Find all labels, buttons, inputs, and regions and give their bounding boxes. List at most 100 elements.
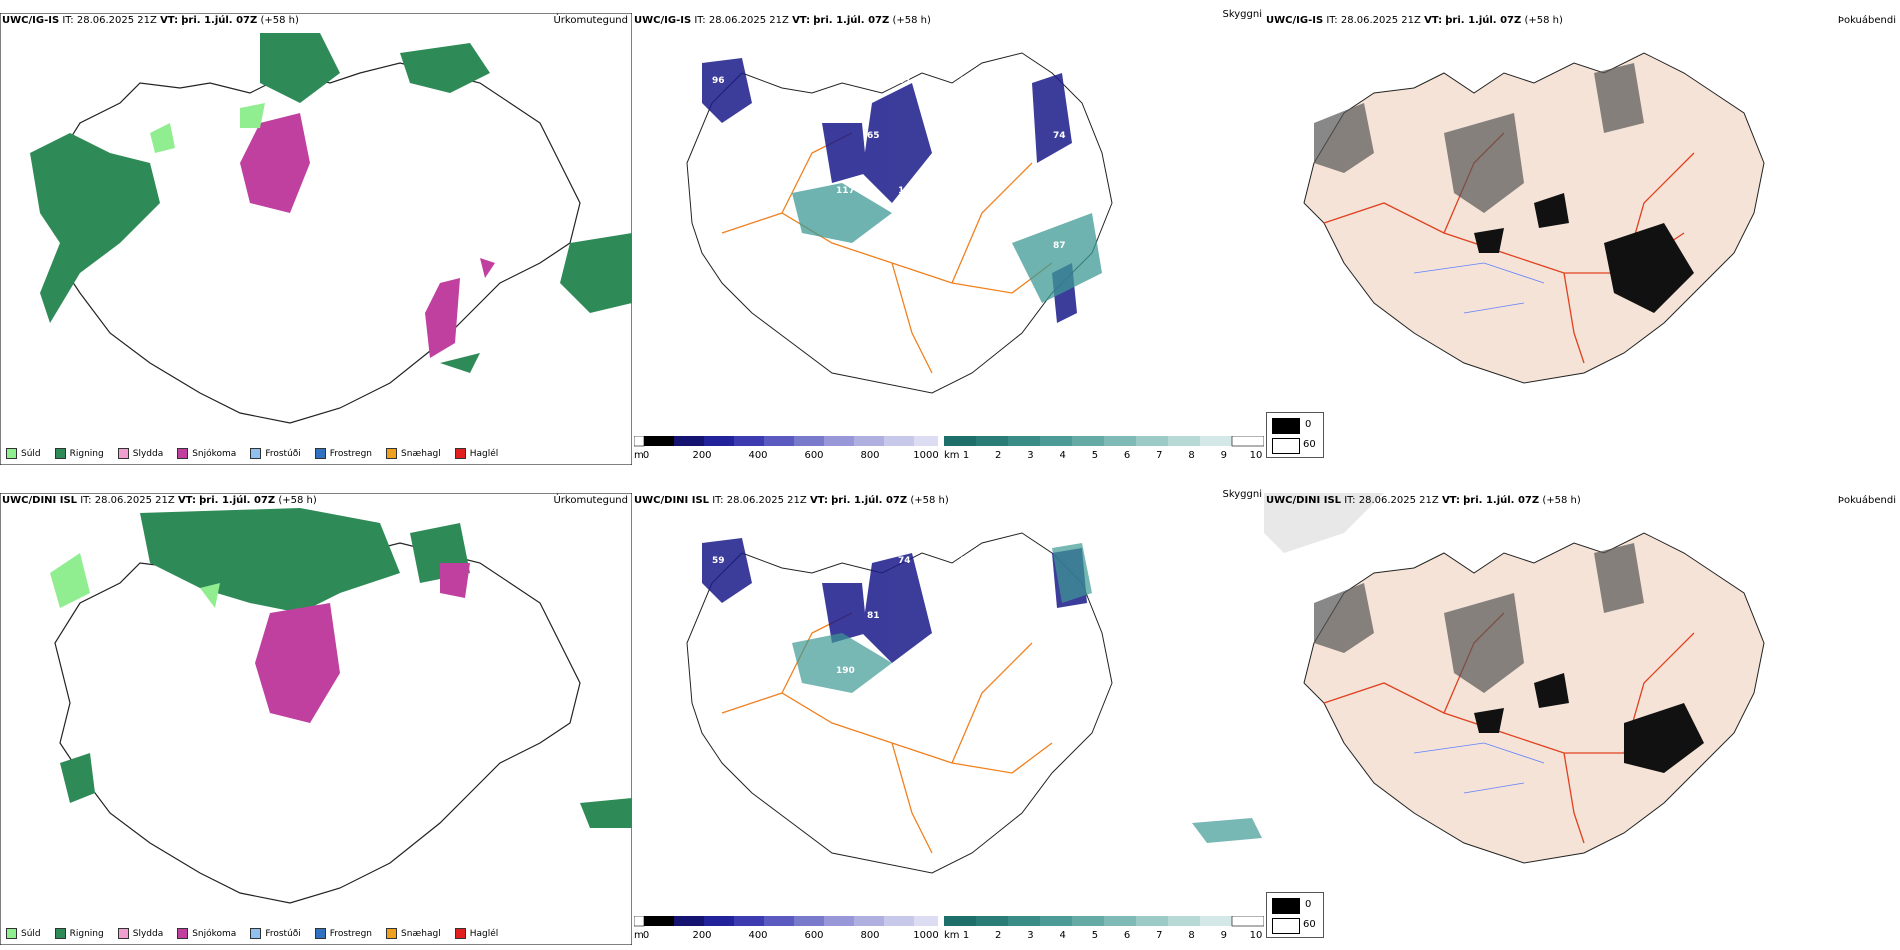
panel-visibility-top: 96 66 50 63 94 79 96 108 65 76 78 74 80 165 117 115 119 8… [632, 9, 1264, 466]
fog-legend-swatch [1272, 438, 1300, 454]
visibility-value-label: 115 [898, 186, 917, 196]
precip-legend-item: Haglél [454, 448, 499, 459]
colorbar-tick-label: 10 [1249, 450, 1263, 461]
precip-legend-swatch [314, 448, 326, 459]
panel-precip-type-top: UWC/IG-IS IT: 28.06.2025 21Z VT: þri. 1.… [0, 13, 632, 465]
precip-legend-label: Snæhagl [401, 448, 441, 459]
precip-legend-item: Frostúði [250, 448, 301, 459]
visibility-value-label: 89 [1022, 186, 1035, 196]
colorbar-tick-label: 1 [962, 930, 970, 941]
panel-fog-top: UWC/IG-IS IT: 28.06.2025 21Z VT: þri. 1.… [1264, 13, 1900, 465]
panel-visibility-bottom: 59 74 84 74 126 151 58 79 81 84 67 93 94 75 190 83 108 15… [632, 489, 1264, 946]
visibility-unit: km [944, 930, 960, 941]
fog-legend-swatch [1272, 418, 1300, 434]
visibility-value-label: 79 [805, 611, 818, 621]
precip-legend-item: Haglél [454, 928, 498, 939]
visibility-value-label: 65 [867, 131, 880, 141]
precip-legend: Súld Rigning Slydda Snjókoma Frostúði Frostre… [6, 448, 498, 459]
precip-legend-item: Snæhagl [386, 928, 441, 939]
panel-title: Skyggni [1222, 489, 1262, 500]
visibility-value-label: 76 [929, 131, 942, 141]
precip-legend-swatch [117, 448, 129, 459]
colorbar-tick-label: 3 [1027, 450, 1034, 461]
precip-legend-label: Slydda [132, 448, 164, 459]
visibility-value-label: 63 [898, 76, 911, 86]
fog-legend-swatch [1272, 898, 1300, 914]
panel-header: UWC/IG-IS IT: 28.06.2025 21Z VT: þri. 1.… [2, 15, 299, 26]
precip-legend-item: Snjókoma [177, 928, 236, 939]
visibility-value-label: 190 [836, 666, 855, 676]
panel-title: Úrkomutegund [553, 15, 628, 26]
cloud-base-unit: m [634, 930, 644, 941]
panel-header: UWC/DINI ISL IT: 28.06.2025 21Z VT: þri.… [2, 495, 317, 506]
precip-legend-item: Rigning [54, 448, 104, 459]
visibility-value-label: 80 [712, 186, 725, 196]
fog-legend-label: 0 [1305, 899, 1312, 910]
panel-title: Þokuábendi [1837, 15, 1896, 26]
visibility-value-label: 151 [1022, 556, 1041, 566]
precip-legend-swatch [386, 448, 398, 459]
precip-legend-label: Súld [21, 448, 41, 459]
precip-legend-swatch [177, 928, 189, 939]
colorbar-tick-label: 9 [1220, 450, 1227, 461]
visibility-value-label: 75 [774, 666, 787, 676]
fog-legend: 0 60 [1266, 892, 1324, 938]
precip-legend-item: Súld [6, 448, 41, 459]
visibility-value-label: 59 [712, 556, 725, 566]
precip-legend-swatch [314, 928, 326, 939]
visibility-value-label: 81 [867, 611, 880, 621]
visibility-colorbar: km 1 2 3 4 5 6 7 8 9 10 [944, 436, 1264, 466]
visibility-value-label: 84 [929, 611, 942, 621]
precip-legend-swatch [454, 448, 466, 459]
precip-legend-swatch [6, 928, 17, 939]
colorbar-tick-label: 2 [995, 930, 1002, 941]
map-fog-top [1303, 52, 1765, 384]
colorbar-tick-label: 0 [642, 450, 650, 461]
visibility-colorbar: km 1 2 3 4 5 6 7 8 9 10 [944, 916, 1264, 946]
colorbar-tick-label: 0 [642, 930, 650, 941]
visibility-value-label: 163 [805, 241, 824, 251]
visibility-value-label: 288 [867, 241, 886, 251]
precip-legend-item: Slydda [117, 448, 164, 459]
colorbar-tick-label: 1 [962, 450, 970, 461]
precip-legend-label: Slydda [132, 928, 164, 939]
visibility-value-label: 94 [960, 76, 973, 86]
visibility-value-label: 87 [1053, 241, 1066, 251]
colorbar-tick-label: 400 [748, 930, 768, 941]
colorbar-tick-label: 800 [860, 450, 880, 461]
colorbar-tick-label: 7 [1156, 930, 1163, 941]
visibility-value-label: 119 [960, 186, 979, 196]
visibility-value-label: 79 [1022, 76, 1035, 86]
fog-legend-label: 60 [1303, 919, 1316, 930]
map-visibility-top: 96 66 50 63 94 79 96 108 65 76 78 74 80 165 117 115 119 8… [686, 52, 1113, 394]
precip-legend-item: Frostúði [250, 928, 301, 939]
colorbar-tick-label: 4 [1059, 450, 1066, 461]
visibility-value-label: 96 [712, 76, 725, 86]
colorbar-tick-label: 6 [1123, 930, 1131, 941]
fog-legend: 0 60 [1266, 412, 1324, 458]
precip-legend-label: Frostregn [329, 448, 373, 459]
visibility-value-label: 74 [1053, 131, 1066, 141]
precip-legend-item: Súld [6, 928, 41, 939]
precip-legend-label: Haglél [469, 448, 499, 459]
visibility-value-label: 67 [991, 611, 1004, 621]
fog-legend-label: 60 [1303, 439, 1316, 450]
panel-header: UWC/DINI ISL IT: 28.06.2025 21Z VT: þri.… [1266, 495, 1581, 506]
visibility-value-label: 96 [743, 131, 756, 141]
panel-fog-bottom: UWC/DINI ISL IT: 28.06.2025 21Z VT: þri.… [1264, 493, 1900, 945]
panel-header: UWC/IG-IS IT: 28.06.2025 21Z VT: þri. 1.… [634, 15, 931, 26]
visibility-value-label: 117 [836, 186, 855, 196]
precip-legend-swatch [250, 928, 262, 939]
visibility-value-label: 126 [960, 556, 979, 566]
colorbar-tick-label: 400 [748, 450, 768, 461]
precip-legend-label: Rigning [69, 448, 104, 459]
visibility-value-label: 50 [836, 76, 849, 86]
colorbar-tick-label: 5 [1091, 930, 1099, 941]
visibility-value-label: 94 [712, 666, 725, 676]
colorbar-tick-label: 6 [1123, 450, 1131, 461]
visibility-value-label: 74 [774, 556, 787, 566]
colorbar-tick-label: 8 [1188, 930, 1195, 941]
precip-legend-swatch [454, 928, 466, 939]
precip-legend-label: Frostúði [265, 928, 301, 939]
panel-header: UWC/IG-IS IT: 28.06.2025 21Z VT: þri. 1.… [1266, 15, 1563, 26]
